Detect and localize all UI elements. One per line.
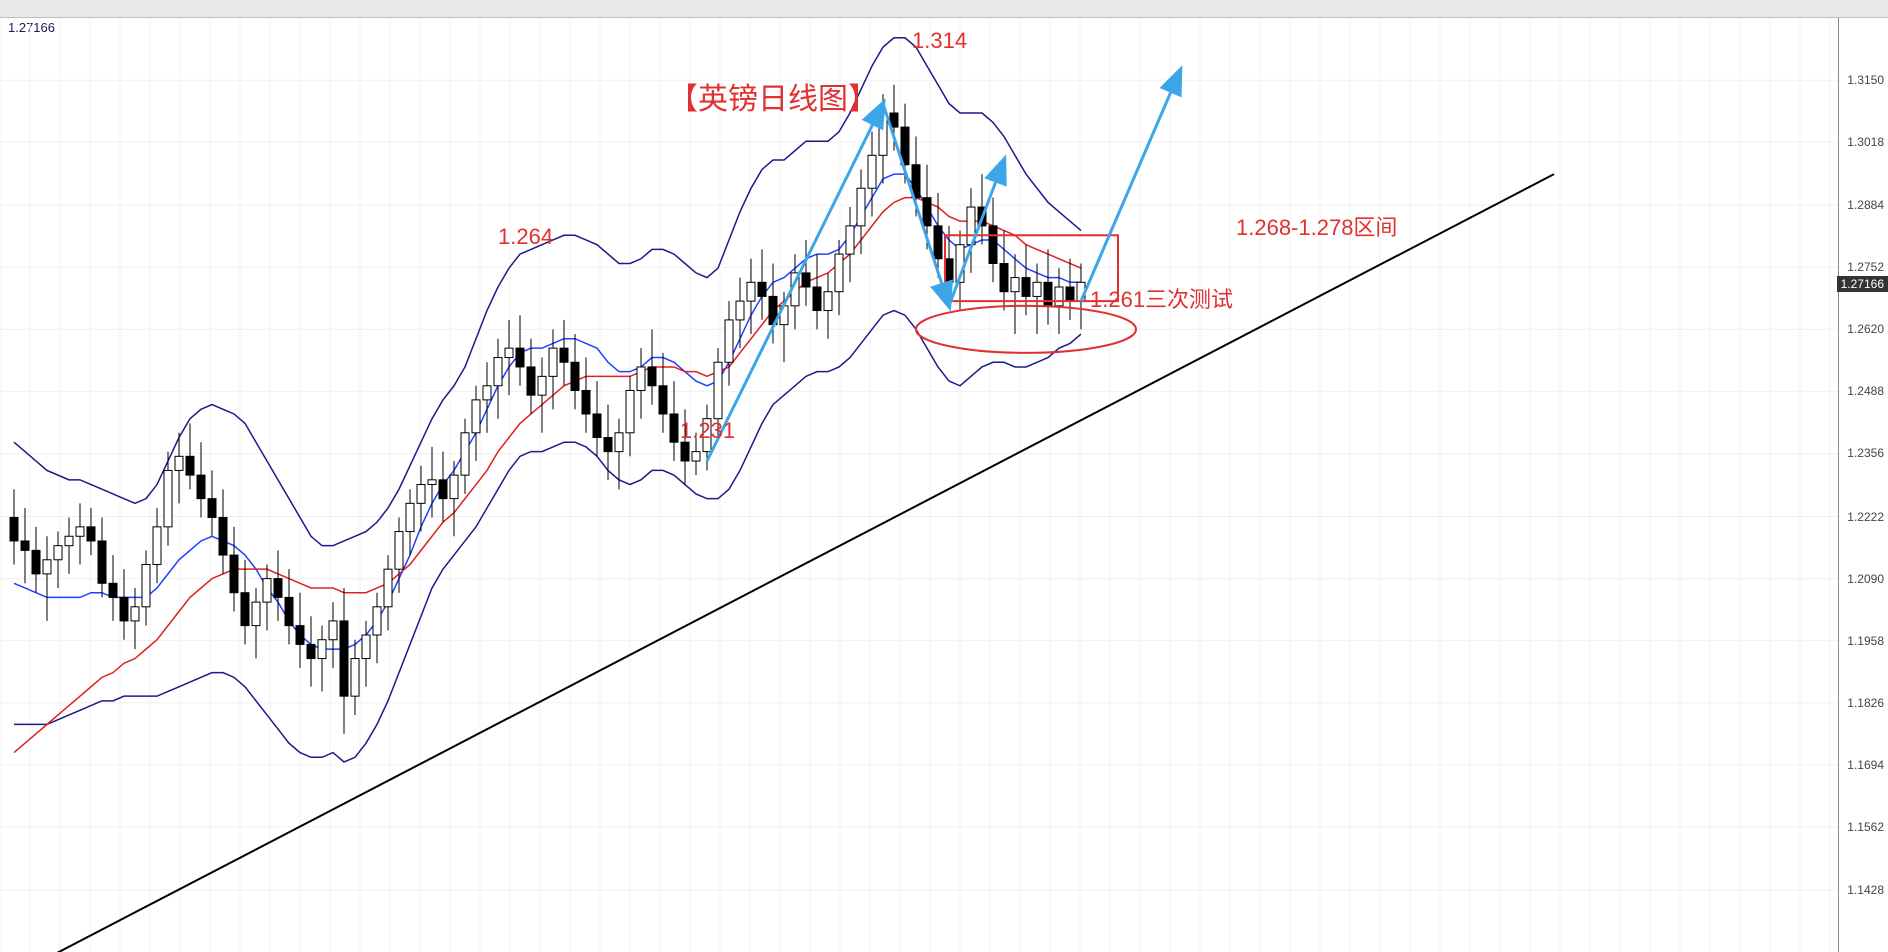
arrow-3: [1081, 71, 1180, 301]
bb-lower: [14, 311, 1081, 762]
bb-upper: [14, 38, 1081, 546]
annotation-range: 1.268-1.278区间: [1236, 210, 1397, 242]
y-tick: 1.1562: [1847, 820, 1884, 834]
y-tick: 1.3018: [1847, 135, 1884, 149]
annotation-hi: 1.314: [912, 28, 967, 54]
chart-container: 1.27166 1.31501.30181.28841.27521.26201.…: [0, 0, 1888, 952]
chart-svg[interactable]: [0, 0, 1888, 952]
y-tick: 1.2356: [1847, 446, 1884, 460]
y-axis: 1.3150 1.3018 1.2884 1.2752 1.2620 1.2488 1.23…: [1838, 18, 1888, 952]
y-tick: 1.2222: [1847, 510, 1884, 524]
y-tick: 1.2090: [1847, 572, 1884, 586]
y-tick: 1.2620: [1847, 322, 1884, 336]
y-tick: 1.2488: [1847, 384, 1884, 398]
y-tick: 1.2752: [1847, 260, 1884, 274]
annotation-lo: 1.231: [680, 418, 735, 444]
annotation-test: 1.261三次测试: [1090, 282, 1233, 314]
y-tick: 1.1428: [1847, 883, 1884, 897]
header-bar: [0, 0, 1888, 18]
arrow-0: [707, 104, 883, 461]
candles: [10, 85, 1085, 734]
arrow-1: [883, 104, 949, 306]
ma-red: [14, 198, 1081, 753]
arrow-2: [949, 160, 1004, 306]
current-price-tag: 1.27166: [1837, 276, 1888, 292]
current-price-top: 1.27166: [8, 20, 55, 35]
y-tick: 1.1694: [1847, 758, 1884, 772]
y-tick: 1.1826: [1847, 696, 1884, 710]
annotation-title: 【英镑日线图】: [668, 74, 878, 118]
trendline: [0, 174, 1554, 952]
grid: [0, 18, 1838, 952]
y-tick: 1.1958: [1847, 634, 1884, 648]
y-tick: 1.2884: [1847, 198, 1884, 212]
y-tick: 1.3150: [1847, 73, 1884, 87]
annotation-mid: 1.264: [498, 224, 553, 250]
